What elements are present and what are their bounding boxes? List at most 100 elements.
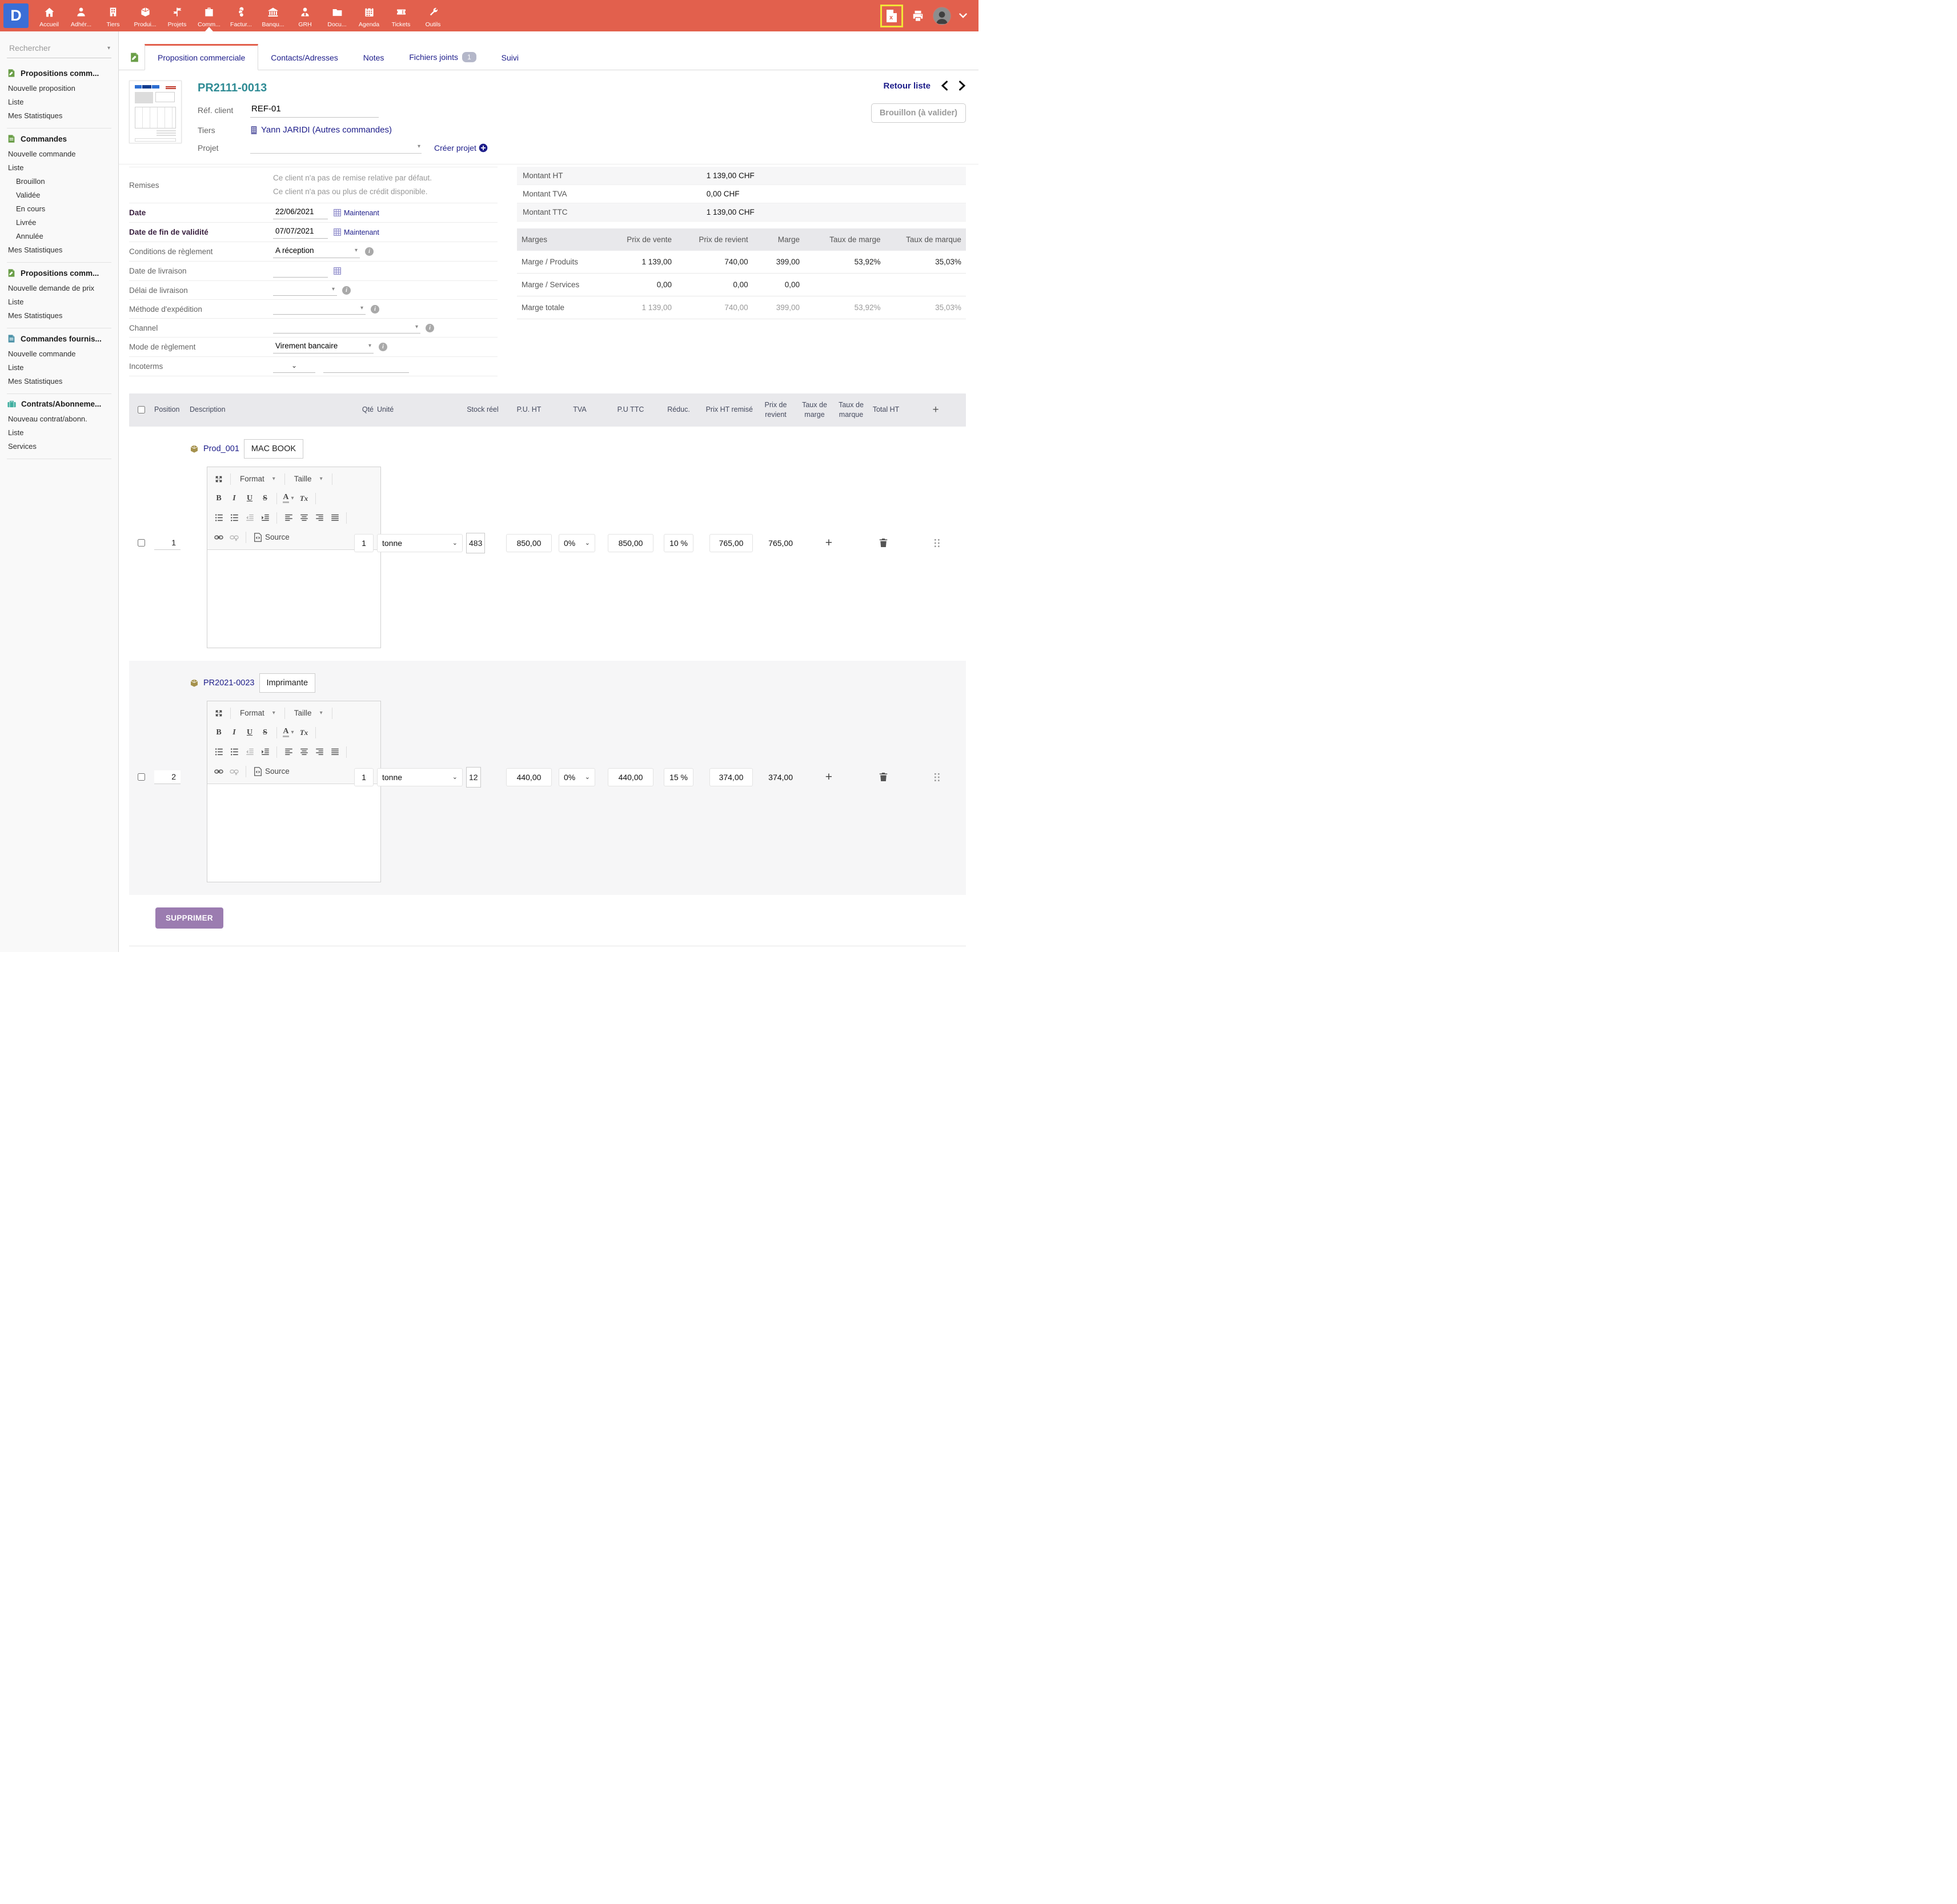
text-color-icon[interactable]: A ▾ bbox=[282, 492, 295, 505]
link-icon[interactable] bbox=[212, 765, 226, 778]
file-export-icon[interactable]: x bbox=[886, 9, 897, 23]
add-line-icon[interactable]: + bbox=[932, 403, 939, 416]
printer-icon[interactable] bbox=[911, 10, 925, 22]
tab-proposition-commerciale[interactable]: Proposition commerciale bbox=[145, 44, 259, 70]
sidebar-item[interactable]: Nouvelle commande bbox=[8, 349, 76, 358]
topnav-agenda[interactable]: Agenda bbox=[353, 0, 385, 31]
pu-ttc-input[interactable]: 440,00 bbox=[608, 768, 653, 786]
bold-icon[interactable]: B bbox=[216, 493, 222, 503]
description-textarea[interactable] bbox=[207, 783, 380, 882]
search-input[interactable] bbox=[8, 43, 94, 53]
date-input[interactable]: 22/06/2021 bbox=[273, 206, 328, 219]
delete-button[interactable]: SUPPRIMER bbox=[155, 907, 223, 929]
date-livraison-input[interactable] bbox=[273, 264, 328, 278]
cond-reglement-select[interactable]: A réception ▾ bbox=[273, 245, 360, 258]
remove-format-icon[interactable]: Tx bbox=[299, 728, 308, 737]
topnav-tickets[interactable]: Tickets bbox=[385, 0, 417, 31]
info-icon[interactable]: i bbox=[371, 304, 379, 314]
incoterms-location-input[interactable] bbox=[323, 360, 409, 373]
info-icon[interactable]: i bbox=[426, 323, 434, 332]
bold-icon[interactable]: B bbox=[216, 728, 222, 737]
prix-ht-remise-input[interactable]: 765,00 bbox=[709, 533, 753, 552]
sidebar-item[interactable]: Nouvelle proposition bbox=[8, 83, 75, 93]
editor-format-select[interactable]: Format ▾ bbox=[240, 475, 275, 484]
ordered-list-icon[interactable] bbox=[212, 745, 226, 759]
italic-icon[interactable]: I bbox=[232, 493, 236, 503]
info-icon[interactable]: i bbox=[365, 247, 374, 256]
sidebar-item[interactable]: Annulée bbox=[16, 231, 43, 240]
line-checkbox[interactable] bbox=[138, 539, 145, 547]
sidebar-item[interactable]: Mes Statistiques bbox=[8, 245, 63, 254]
unlink-icon[interactable] bbox=[227, 765, 241, 778]
outdent-icon[interactable] bbox=[243, 745, 256, 759]
pu-ttc-input[interactable]: 850,00 bbox=[608, 533, 653, 552]
product-ref-link[interactable]: PR2021-0023 bbox=[203, 678, 255, 688]
sidebar-item[interactable]: Liste bbox=[8, 297, 24, 306]
sidebar-item[interactable]: Liste bbox=[8, 363, 24, 372]
prix-ht-remise-input[interactable]: 374,00 bbox=[709, 768, 753, 786]
product-label-input[interactable]: MAC BOOK bbox=[243, 439, 304, 459]
document-thumbnail[interactable] bbox=[129, 81, 182, 143]
unordered-list-icon[interactable] bbox=[227, 745, 241, 759]
app-logo[interactable]: D bbox=[3, 3, 29, 28]
channel-select[interactable]: ▾ bbox=[273, 323, 420, 334]
sidebar-item[interactable]: En cours bbox=[16, 204, 46, 213]
sidebar-item[interactable]: Validée bbox=[16, 190, 41, 199]
sidebar-item[interactable]: Livrée bbox=[16, 218, 37, 227]
ordered-list-icon[interactable] bbox=[212, 511, 226, 525]
tab-contacts-adresses[interactable]: Contacts/Adresses bbox=[271, 53, 338, 62]
editor-size-select[interactable]: Taille ▾ bbox=[294, 709, 323, 718]
strikethrough-icon[interactable]: S bbox=[263, 493, 267, 503]
plus-circle-icon[interactable] bbox=[479, 143, 488, 152]
topnav-outils[interactable]: Outils bbox=[417, 0, 449, 31]
sidebar-item[interactable]: Nouvelle commande bbox=[8, 149, 76, 158]
topnav-accueil[interactable]: Accueil bbox=[33, 0, 65, 31]
sidebar-item[interactable]: Liste bbox=[8, 163, 24, 172]
reduc-input[interactable]: 15 % bbox=[664, 768, 693, 786]
sidebar-item[interactable]: Nouveau contrat/abonn. bbox=[8, 414, 87, 423]
unlink-icon[interactable] bbox=[227, 531, 241, 544]
topnav-documents[interactable]: Docu... bbox=[321, 0, 353, 31]
drag-handle-icon[interactable] bbox=[934, 773, 941, 782]
info-icon[interactable]: i bbox=[342, 286, 351, 295]
sidebar-item[interactable]: Liste bbox=[8, 97, 24, 106]
source-button[interactable]: Source bbox=[251, 532, 293, 542]
editor-format-select[interactable]: Format ▾ bbox=[240, 709, 275, 718]
delai-livraison-select[interactable]: ▾ bbox=[273, 285, 337, 296]
user-avatar[interactable] bbox=[933, 6, 951, 25]
unit-select[interactable]: tonne ⌄ bbox=[377, 768, 463, 786]
product-label-input[interactable]: Imprimante bbox=[259, 673, 316, 693]
align-center-icon[interactable] bbox=[297, 745, 311, 759]
sidebar-item[interactable]: Mes Statistiques bbox=[8, 311, 63, 320]
underline-icon[interactable]: U bbox=[246, 728, 253, 737]
sidebar-title-commandes[interactable]: Commandes bbox=[7, 134, 111, 143]
back-to-list-link[interactable]: Retour liste bbox=[883, 81, 931, 91]
sidebar-item[interactable]: Services bbox=[8, 441, 37, 451]
trash-icon[interactable] bbox=[879, 772, 888, 782]
topnav-projets[interactable]: Projets bbox=[161, 0, 193, 31]
tva-select[interactable]: 0% ⌄ bbox=[559, 533, 595, 552]
strikethrough-icon[interactable]: S bbox=[263, 728, 267, 737]
align-justify-icon[interactable] bbox=[328, 511, 342, 525]
info-icon[interactable]: i bbox=[379, 343, 387, 351]
sidebar-title-propositions-fourn[interactable]: Propositions comm... bbox=[7, 268, 111, 278]
sidebar-item[interactable]: Mes Statistiques bbox=[8, 376, 63, 385]
topnav-adherents[interactable]: Adhér... bbox=[65, 0, 97, 31]
align-right-icon[interactable] bbox=[312, 745, 326, 759]
editor-maximize-icon[interactable] bbox=[212, 706, 226, 720]
underline-icon[interactable]: U bbox=[246, 493, 253, 503]
chevron-down-icon[interactable] bbox=[959, 13, 967, 18]
ref-client-input[interactable] bbox=[250, 103, 379, 118]
sidebar-item[interactable]: Mes Statistiques bbox=[8, 111, 63, 120]
indent-icon[interactable] bbox=[258, 511, 272, 525]
italic-icon[interactable]: I bbox=[232, 728, 236, 737]
align-left-icon[interactable] bbox=[282, 745, 295, 759]
topnav-tiers[interactable]: Tiers bbox=[97, 0, 129, 31]
methode-expedition-select[interactable]: ▾ bbox=[273, 304, 366, 315]
source-button[interactable]: Source bbox=[251, 766, 293, 776]
topnav-grh[interactable]: GRH bbox=[289, 0, 321, 31]
outdent-icon[interactable] bbox=[243, 511, 256, 525]
drag-handle-icon[interactable] bbox=[934, 539, 941, 548]
incoterms-select[interactable]: ⌄ bbox=[273, 360, 315, 373]
tab-suivi[interactable]: Suivi bbox=[501, 53, 519, 62]
